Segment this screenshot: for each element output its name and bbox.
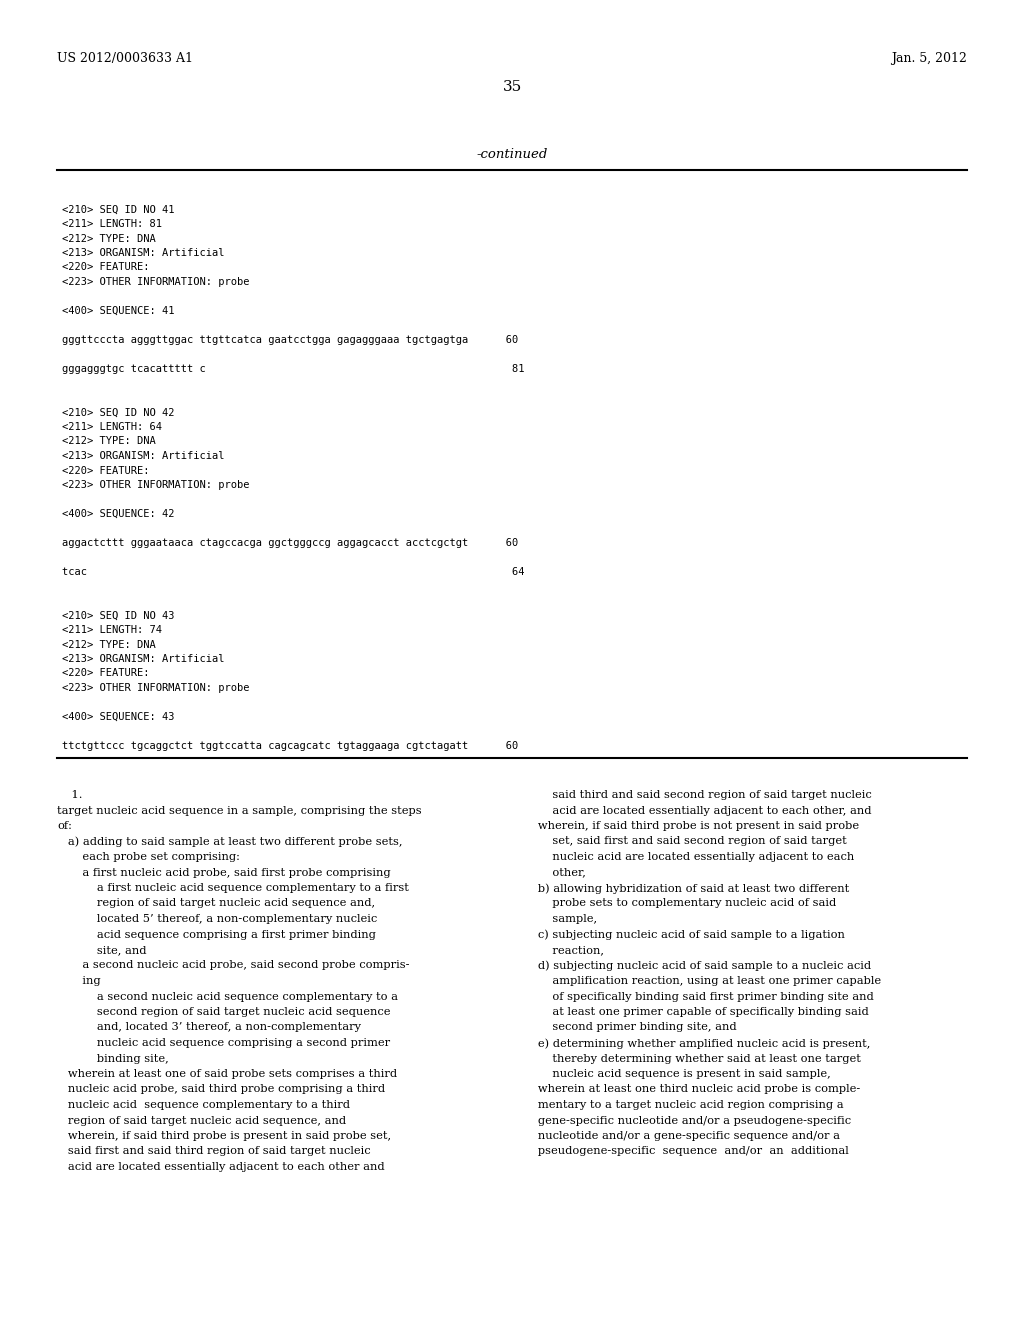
Text: gene-specific nucleotide and/or a pseudogene-specific: gene-specific nucleotide and/or a pseudo… [527, 1115, 851, 1126]
Text: <212> TYPE: DNA: <212> TYPE: DNA [62, 234, 156, 243]
Text: <213> ORGANISM: Artificial: <213> ORGANISM: Artificial [62, 451, 224, 461]
Text: US 2012/0003633 A1: US 2012/0003633 A1 [57, 51, 193, 65]
Text: a first nucleic acid sequence complementary to a first: a first nucleic acid sequence complement… [57, 883, 409, 894]
Text: second primer binding site, and: second primer binding site, and [527, 1023, 736, 1032]
Text: amplification reaction, using at least one primer capable: amplification reaction, using at least o… [527, 975, 881, 986]
Text: nucleic acid probe, said third probe comprising a third: nucleic acid probe, said third probe com… [57, 1085, 385, 1094]
Text: nucleic acid sequence comprising a second primer: nucleic acid sequence comprising a secon… [57, 1038, 390, 1048]
Text: d) subjecting nucleic acid of said sample to a nucleic acid: d) subjecting nucleic acid of said sampl… [527, 961, 871, 972]
Text: c) subjecting nucleic acid of said sample to a ligation: c) subjecting nucleic acid of said sampl… [527, 929, 845, 940]
Text: at least one primer capable of specifically binding said: at least one primer capable of specifica… [527, 1007, 868, 1016]
Text: <213> ORGANISM: Artificial: <213> ORGANISM: Artificial [62, 248, 224, 257]
Text: tcac                                                                    64: tcac 64 [62, 568, 524, 577]
Text: <210> SEQ ID NO 42: <210> SEQ ID NO 42 [62, 408, 174, 417]
Text: region of said target nucleic acid sequence and,: region of said target nucleic acid seque… [57, 899, 375, 908]
Text: binding site,: binding site, [57, 1053, 169, 1064]
Text: a second nucleic acid sequence complementary to a: a second nucleic acid sequence complemen… [57, 991, 398, 1002]
Text: ing: ing [57, 975, 100, 986]
Text: -continued: -continued [476, 148, 548, 161]
Text: sample,: sample, [527, 913, 597, 924]
Text: target nucleic acid sequence in a sample, comprising the steps: target nucleic acid sequence in a sample… [57, 805, 422, 816]
Text: a) adding to said sample at least two different probe sets,: a) adding to said sample at least two di… [57, 837, 402, 847]
Text: wherein, if said third probe is not present in said probe: wherein, if said third probe is not pres… [527, 821, 859, 832]
Text: ttctgttccc tgcaggctct tggtccatta cagcagcatc tgtaggaaga cgtctagatt      60: ttctgttccc tgcaggctct tggtccatta cagcagc… [62, 741, 518, 751]
Text: b) allowing hybridization of said at least two different: b) allowing hybridization of said at lea… [527, 883, 849, 894]
Text: set, said first and said second region of said target: set, said first and said second region o… [527, 837, 847, 846]
Text: nucleotide and/or a gene-specific sequence and/or a: nucleotide and/or a gene-specific sequen… [527, 1131, 840, 1140]
Text: <220> FEATURE:: <220> FEATURE: [62, 263, 150, 272]
Text: a second nucleic acid probe, said second probe compris-: a second nucleic acid probe, said second… [57, 961, 410, 970]
Text: <220> FEATURE:: <220> FEATURE: [62, 668, 150, 678]
Text: gggagggtgc tcacattttt c                                                 81: gggagggtgc tcacattttt c 81 [62, 364, 524, 374]
Text: wherein at least one third nucleic acid probe is comple-: wherein at least one third nucleic acid … [527, 1085, 860, 1094]
Text: <223> OTHER INFORMATION: probe: <223> OTHER INFORMATION: probe [62, 682, 250, 693]
Text: said first and said third region of said target nucleic: said first and said third region of said… [57, 1147, 371, 1156]
Text: wherein, if said third probe is present in said probe set,: wherein, if said third probe is present … [57, 1131, 391, 1140]
Text: and, located 3’ thereof, a non-complementary: and, located 3’ thereof, a non-complemen… [57, 1023, 361, 1032]
Text: nucleic acid  sequence complementary to a third: nucleic acid sequence complementary to a… [57, 1100, 350, 1110]
Text: <220> FEATURE:: <220> FEATURE: [62, 466, 150, 475]
Text: mentary to a target nucleic acid region comprising a: mentary to a target nucleic acid region … [527, 1100, 844, 1110]
Text: wherein at least one of said probe sets comprises a third: wherein at least one of said probe sets … [57, 1069, 397, 1078]
Text: probe sets to complementary nucleic acid of said: probe sets to complementary nucleic acid… [527, 899, 837, 908]
Text: nucleic acid are located essentially adjacent to each: nucleic acid are located essentially adj… [527, 851, 854, 862]
Text: <211> LENGTH: 81: <211> LENGTH: 81 [62, 219, 162, 228]
Text: located 5’ thereof, a non-complementary nucleic: located 5’ thereof, a non-complementary … [57, 913, 377, 924]
Text: gggttcccta agggttggac ttgttcatca gaatcctgga gagagggaaa tgctgagtga      60: gggttcccta agggttggac ttgttcatca gaatcct… [62, 335, 518, 345]
Text: <211> LENGTH: 74: <211> LENGTH: 74 [62, 624, 162, 635]
Text: acid are located essentially adjacent to each other and: acid are located essentially adjacent to… [57, 1162, 385, 1172]
Text: aggactcttt gggaataaca ctagccacga ggctgggccg aggagcacct acctcgctgt      60: aggactcttt gggaataaca ctagccacga ggctggg… [62, 539, 518, 548]
Text: <210> SEQ ID NO 43: <210> SEQ ID NO 43 [62, 610, 174, 620]
Text: of:: of: [57, 821, 72, 832]
Text: acid are located essentially adjacent to each other, and: acid are located essentially adjacent to… [527, 805, 871, 816]
Text: pseudogene-specific  sequence  and/or  an  additional: pseudogene-specific sequence and/or an a… [527, 1147, 849, 1156]
Text: <210> SEQ ID NO 41: <210> SEQ ID NO 41 [62, 205, 174, 214]
Text: of specifically binding said first primer binding site and: of specifically binding said first prime… [527, 991, 873, 1002]
Text: region of said target nucleic acid sequence, and: region of said target nucleic acid seque… [57, 1115, 346, 1126]
Text: <212> TYPE: DNA: <212> TYPE: DNA [62, 639, 156, 649]
Text: reaction,: reaction, [527, 945, 604, 954]
Text: other,: other, [527, 867, 586, 878]
Text: site, and: site, and [57, 945, 146, 954]
Text: Jan. 5, 2012: Jan. 5, 2012 [891, 51, 967, 65]
Text: <400> SEQUENCE: 43: <400> SEQUENCE: 43 [62, 711, 174, 722]
Text: <223> OTHER INFORMATION: probe: <223> OTHER INFORMATION: probe [62, 277, 250, 286]
Text: each probe set comprising:: each probe set comprising: [57, 851, 240, 862]
Text: 35: 35 [503, 81, 521, 94]
Text: e) determining whether amplified nucleic acid is present,: e) determining whether amplified nucleic… [527, 1038, 870, 1048]
Text: <223> OTHER INFORMATION: probe: <223> OTHER INFORMATION: probe [62, 480, 250, 490]
Text: <211> LENGTH: 64: <211> LENGTH: 64 [62, 422, 162, 432]
Text: second region of said target nucleic acid sequence: second region of said target nucleic aci… [57, 1007, 390, 1016]
Text: nucleic acid sequence is present in said sample,: nucleic acid sequence is present in said… [527, 1069, 830, 1078]
Text: thereby determining whether said at least one target: thereby determining whether said at leas… [527, 1053, 861, 1064]
Text: a first nucleic acid probe, said first probe comprising: a first nucleic acid probe, said first p… [57, 867, 390, 878]
Text: said third and said second region of said target nucleic: said third and said second region of sai… [527, 789, 871, 800]
Text: <213> ORGANISM: Artificial: <213> ORGANISM: Artificial [62, 653, 224, 664]
Text: <400> SEQUENCE: 42: <400> SEQUENCE: 42 [62, 510, 174, 519]
Text: <400> SEQUENCE: 41: <400> SEQUENCE: 41 [62, 306, 174, 315]
Text: 1.: 1. [57, 789, 86, 800]
Text: <212> TYPE: DNA: <212> TYPE: DNA [62, 437, 156, 446]
Text: acid sequence comprising a first primer binding: acid sequence comprising a first primer … [57, 929, 376, 940]
